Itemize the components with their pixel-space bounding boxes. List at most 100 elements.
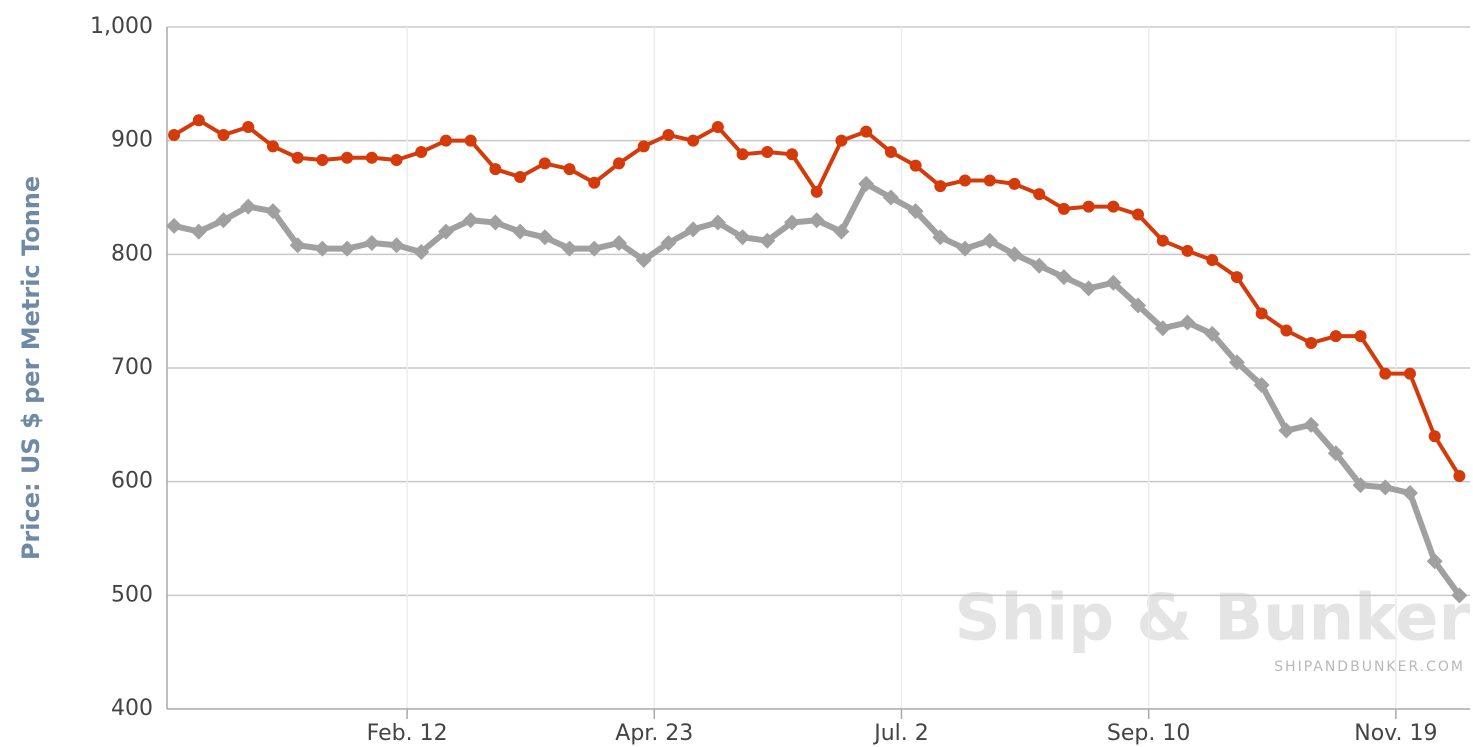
point-marker	[1055, 269, 1072, 286]
point-marker	[1278, 422, 1295, 439]
series-line	[173, 118, 1462, 478]
point-marker	[588, 176, 601, 189]
point-marker	[1327, 445, 1344, 462]
point-marker	[1057, 202, 1070, 215]
point-marker	[610, 234, 627, 251]
point-marker	[932, 229, 949, 246]
point-marker	[685, 221, 702, 238]
point-marker	[487, 214, 504, 231]
point-marker	[242, 121, 255, 134]
point-marker	[909, 159, 922, 172]
point-marker	[339, 240, 356, 257]
point-marker	[981, 232, 998, 249]
point-marker	[314, 240, 331, 257]
point-marker	[1206, 254, 1219, 267]
point-marker	[1105, 274, 1122, 291]
point-marker	[341, 151, 354, 164]
point-marker	[166, 217, 183, 234]
y-tick-label: 400	[111, 696, 153, 721]
point-marker	[734, 229, 751, 246]
point-marker	[808, 212, 825, 229]
point-marker	[289, 237, 306, 254]
point-marker	[538, 157, 551, 170]
point-marker	[759, 232, 776, 249]
y-tick-label: 900	[111, 128, 153, 153]
point-marker	[882, 189, 899, 206]
point-marker	[1204, 325, 1221, 342]
point-marker	[1230, 271, 1243, 284]
point-marker	[264, 203, 281, 220]
x-tick-label: Apr. 23	[615, 721, 693, 746]
point-marker	[439, 134, 452, 147]
point-marker	[464, 134, 477, 147]
y-tick-label: 500	[111, 582, 153, 607]
point-marker	[240, 198, 257, 215]
point-marker	[635, 252, 652, 269]
y-axis-title: Price: US $ per Metric Tonne	[17, 176, 45, 560]
point-marker	[959, 174, 972, 187]
point-marker	[687, 134, 700, 147]
x-tick-label: Feb. 12	[367, 721, 448, 746]
point-marker	[1181, 244, 1194, 257]
point-marker	[983, 174, 996, 187]
point-marker	[835, 134, 848, 147]
point-marker	[1305, 336, 1318, 349]
point-marker	[1379, 367, 1392, 380]
point-marker	[192, 114, 205, 127]
point-marker	[1107, 200, 1120, 213]
watermark: Ship & Bunker	[955, 582, 1471, 656]
point-marker	[413, 244, 430, 261]
point-marker	[709, 214, 726, 231]
point-marker	[711, 121, 724, 134]
point-marker	[860, 125, 873, 138]
y-tick-label: 700	[111, 355, 153, 380]
point-marker	[512, 223, 529, 240]
point-marker	[1329, 330, 1342, 343]
point-marker	[858, 175, 875, 192]
point-marker	[1179, 314, 1196, 331]
point-marker	[761, 146, 774, 159]
point-marker	[637, 140, 650, 153]
watermark-url: SHIPANDBUNKER.COM	[1274, 659, 1465, 675]
point-marker	[786, 148, 799, 161]
point-marker	[489, 163, 502, 176]
point-marker	[266, 140, 279, 153]
point-marker	[462, 212, 479, 229]
point-marker	[934, 180, 947, 193]
point-marker	[662, 128, 675, 141]
point-marker	[1130, 297, 1147, 314]
point-marker	[415, 146, 428, 159]
point-marker	[291, 151, 304, 164]
point-marker	[1033, 188, 1046, 201]
x-tick-label: Jul. 2	[872, 721, 929, 746]
point-marker	[957, 240, 974, 257]
point-marker	[1154, 320, 1171, 337]
point-marker	[1451, 587, 1468, 604]
x-tick-label: Sep. 10	[1107, 721, 1190, 746]
point-marker	[1132, 208, 1145, 221]
point-marker	[390, 153, 403, 166]
point-marker	[563, 163, 576, 176]
point-marker	[784, 214, 801, 231]
point-marker	[514, 171, 527, 184]
point-marker	[1453, 469, 1466, 482]
point-marker	[1426, 553, 1443, 570]
point-marker	[1403, 367, 1416, 380]
point-marker	[437, 223, 454, 240]
point-marker	[1428, 430, 1441, 443]
point-marker	[833, 223, 850, 240]
point-marker	[363, 234, 380, 251]
point-marker	[586, 240, 603, 257]
point-marker	[316, 153, 329, 166]
point-marker	[365, 151, 378, 164]
point-marker	[1352, 477, 1369, 494]
point-marker	[1008, 177, 1021, 190]
point-marker	[536, 229, 553, 246]
point-marker	[1280, 324, 1293, 337]
point-marker	[884, 146, 897, 159]
point-marker	[168, 128, 181, 141]
y-tick-label: 600	[111, 469, 153, 494]
point-marker	[736, 148, 749, 161]
y-tick-label: 1,000	[90, 14, 153, 39]
